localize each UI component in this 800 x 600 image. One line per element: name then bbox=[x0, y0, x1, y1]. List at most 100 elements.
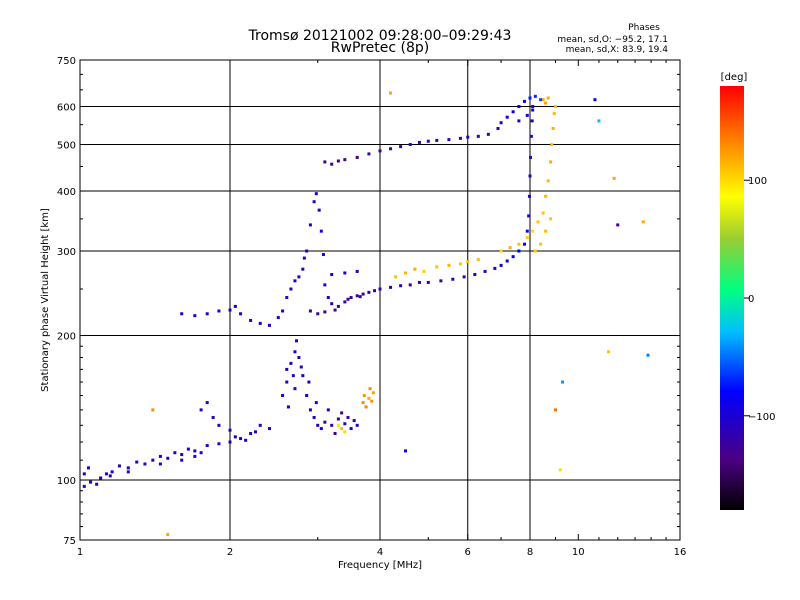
data-point bbox=[508, 246, 512, 250]
data-point bbox=[281, 394, 285, 398]
data-point bbox=[528, 96, 532, 100]
data-point bbox=[336, 417, 340, 421]
colorbar: [deg] 100 0 −100 bbox=[720, 72, 775, 510]
data-point bbox=[293, 279, 297, 283]
data-point bbox=[104, 472, 108, 476]
data-point bbox=[199, 451, 203, 455]
data-point bbox=[228, 428, 232, 432]
data-point bbox=[646, 353, 650, 357]
data-point bbox=[158, 462, 162, 466]
data-point bbox=[511, 110, 515, 114]
data-point bbox=[531, 105, 535, 109]
data-point bbox=[493, 266, 497, 270]
data-point bbox=[525, 236, 529, 240]
data-point bbox=[373, 289, 377, 293]
data-point bbox=[552, 112, 556, 116]
data-point bbox=[511, 255, 515, 259]
y-axis-label: Stationary phase Virtual Height [km] bbox=[40, 208, 51, 392]
data-point bbox=[399, 284, 403, 288]
data-point bbox=[323, 283, 327, 287]
data-point bbox=[323, 160, 327, 164]
data-point bbox=[355, 423, 359, 427]
data-point bbox=[399, 145, 403, 149]
data-point bbox=[217, 442, 221, 446]
data-point bbox=[166, 533, 170, 537]
data-point bbox=[466, 135, 470, 139]
data-point bbox=[352, 419, 356, 423]
data-point bbox=[330, 273, 334, 277]
data-point bbox=[285, 380, 289, 384]
data-point bbox=[336, 423, 340, 427]
data-point bbox=[151, 408, 155, 412]
data-point bbox=[336, 159, 340, 163]
data-point bbox=[249, 432, 253, 436]
data-point bbox=[308, 309, 312, 313]
data-point bbox=[378, 149, 382, 153]
data-point bbox=[217, 423, 221, 427]
data-point bbox=[285, 296, 289, 300]
data-point bbox=[553, 105, 557, 109]
data-point bbox=[205, 444, 209, 448]
data-point bbox=[439, 279, 443, 283]
data-point bbox=[239, 437, 243, 441]
colorbar-gradient bbox=[720, 86, 744, 510]
data-points bbox=[82, 91, 650, 537]
colorbar-tick-label: −100 bbox=[748, 412, 775, 423]
data-point bbox=[435, 138, 439, 142]
data-point bbox=[89, 480, 93, 484]
data-point bbox=[523, 99, 527, 103]
phases-legend-o: mean, sd,O: −95.2, 17.1 bbox=[557, 35, 668, 45]
data-point bbox=[228, 440, 232, 444]
x-tick-label: 4 bbox=[377, 547, 383, 558]
x-tick-label: 16 bbox=[674, 547, 687, 558]
data-point bbox=[641, 220, 645, 224]
data-point bbox=[544, 101, 548, 105]
data-point bbox=[517, 119, 521, 123]
data-point bbox=[343, 158, 347, 162]
data-point bbox=[528, 174, 532, 178]
data-point bbox=[308, 223, 312, 227]
grid-lines bbox=[80, 60, 680, 540]
colorbar-label: [deg] bbox=[721, 72, 748, 83]
y-tick-label: 100 bbox=[57, 476, 76, 487]
data-point bbox=[117, 464, 121, 468]
data-point bbox=[319, 229, 323, 233]
data-point bbox=[593, 98, 597, 102]
y-tick-label: 400 bbox=[57, 187, 76, 198]
data-point bbox=[367, 396, 371, 400]
data-point bbox=[389, 147, 393, 151]
data-point bbox=[539, 98, 543, 102]
data-point bbox=[330, 162, 334, 166]
data-point bbox=[135, 460, 139, 464]
data-point bbox=[82, 484, 86, 488]
data-point bbox=[314, 401, 318, 405]
data-point bbox=[86, 466, 90, 470]
data-point bbox=[193, 314, 197, 318]
data-point bbox=[340, 411, 344, 415]
data-point bbox=[358, 295, 362, 299]
data-point bbox=[244, 438, 248, 442]
phases-legend-title: Phases bbox=[628, 23, 660, 33]
data-point bbox=[530, 119, 534, 123]
data-point bbox=[99, 476, 103, 480]
data-point bbox=[349, 296, 353, 300]
data-point bbox=[258, 321, 262, 325]
data-point bbox=[330, 423, 334, 427]
data-point bbox=[551, 126, 555, 130]
data-point bbox=[558, 468, 562, 472]
data-point bbox=[180, 312, 184, 316]
data-point bbox=[541, 211, 545, 215]
data-point bbox=[361, 401, 365, 405]
data-point bbox=[389, 91, 393, 95]
data-point bbox=[343, 300, 347, 304]
data-point bbox=[550, 143, 554, 147]
data-point bbox=[546, 96, 550, 100]
data-point bbox=[417, 280, 421, 284]
x-tick-label: 8 bbox=[527, 547, 533, 558]
data-point bbox=[517, 105, 521, 109]
chart-subtitle: RwPretec (8p) bbox=[331, 40, 429, 56]
data-point bbox=[466, 260, 470, 264]
data-point bbox=[355, 155, 359, 159]
data-point bbox=[536, 220, 540, 224]
y-tick-label: 500 bbox=[57, 141, 76, 152]
